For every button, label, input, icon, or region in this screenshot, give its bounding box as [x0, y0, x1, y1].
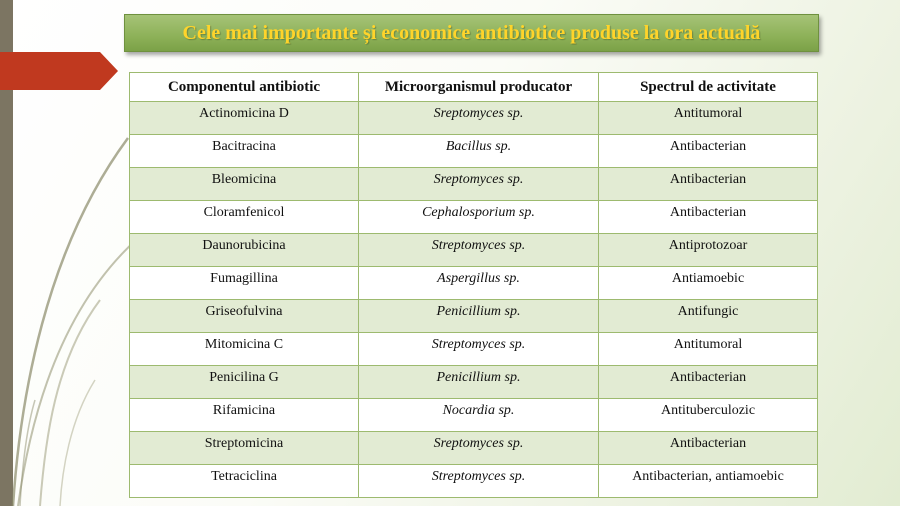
antibiotic-cell: Penicilina G	[129, 365, 359, 399]
activity-cell: Antituberculozic	[598, 398, 818, 432]
column-header-spectrum: Spectrul de activitate	[598, 72, 818, 102]
red-arrow-shape	[0, 52, 118, 90]
table-row: Bleomicina Sreptomyces sp. Antibacterian	[129, 167, 818, 201]
activity-cell: Antibacterian	[598, 167, 818, 201]
producer-cell: Streptomyces sp.	[358, 233, 599, 267]
left-decorative-bar	[0, 0, 13, 506]
producer-cell: Sreptomyces sp.	[358, 101, 599, 135]
producer-cell: Nocardia sp.	[358, 398, 599, 432]
activity-cell: Antibacterian, antiamoebic	[598, 464, 818, 498]
activity-cell: Antiprotozoar	[598, 233, 818, 267]
slide-title: Cele mai importante și economice antibio…	[182, 21, 761, 44]
table-row: Fumagillina Aspergillus sp. Antiamoebic	[129, 266, 818, 300]
activity-cell: Antitumoral	[598, 101, 818, 135]
activity-cell: Antifungic	[598, 299, 818, 333]
table-row: Penicilina G Penicillium sp. Antibacteri…	[129, 365, 818, 399]
table-row: Daunorubicina Streptomyces sp. Antiproto…	[129, 233, 818, 267]
table-row: Actinomicina D Sreptomyces sp. Antitumor…	[129, 101, 818, 135]
table-row: Rifamicina Nocardia sp. Antituberculozic	[129, 398, 818, 432]
antibiotics-table: Componentul antibiotic Microorganismul p…	[129, 72, 818, 498]
slide-title-banner: Cele mai importante și economice antibio…	[124, 14, 819, 52]
antibiotic-cell: Fumagillina	[129, 266, 359, 300]
producer-cell: Bacillus sp.	[358, 134, 599, 168]
table-row: Cloramfenicol Cephalosporium sp. Antibac…	[129, 200, 818, 234]
grass-decoration	[11, 137, 130, 506]
producer-cell: Cephalosporium sp.	[358, 200, 599, 234]
antibiotic-cell: Rifamicina	[129, 398, 359, 432]
table-row: Griseofulvina Penicillium sp. Antifungic	[129, 299, 818, 333]
producer-cell: Penicillium sp.	[358, 299, 599, 333]
antibiotic-cell: Actinomicina D	[129, 101, 359, 135]
table-row: Streptomicina Sreptomyces sp. Antibacter…	[129, 431, 818, 465]
antibiotic-cell: Cloramfenicol	[129, 200, 359, 234]
column-header-microorganism: Microorganismul producator	[358, 72, 599, 102]
activity-cell: Antibacterian	[598, 431, 818, 465]
producer-cell: Sreptomyces sp.	[358, 167, 599, 201]
activity-cell: Antibacterian	[598, 365, 818, 399]
table-row: Bacitracina Bacillus sp. Antibacterian	[129, 134, 818, 168]
activity-cell: Antitumoral	[598, 332, 818, 366]
column-header-component: Componentul antibiotic	[129, 72, 359, 102]
activity-cell: Antibacterian	[598, 134, 818, 168]
antibiotic-cell: Mitomicina C	[129, 332, 359, 366]
producer-cell: Streptomyces sp.	[358, 464, 599, 498]
activity-cell: Antibacterian	[598, 200, 818, 234]
antibiotic-cell: Bacitracina	[129, 134, 359, 168]
producer-cell: Streptomyces sp.	[358, 332, 599, 366]
producer-cell: Penicillium sp.	[358, 365, 599, 399]
antibiotic-cell: Streptomicina	[129, 431, 359, 465]
table-header-row: Componentul antibiotic Microorganismul p…	[129, 72, 818, 102]
producer-cell: Sreptomyces sp.	[358, 431, 599, 465]
activity-cell: Antiamoebic	[598, 266, 818, 300]
table-row: Mitomicina C Streptomyces sp. Antitumora…	[129, 332, 818, 366]
antibiotic-cell: Bleomicina	[129, 167, 359, 201]
antibiotic-cell: Daunorubicina	[129, 233, 359, 267]
antibiotic-cell: Tetraciclina	[129, 464, 359, 498]
table-row: Tetraciclina Streptomyces sp. Antibacter…	[129, 464, 818, 498]
antibiotic-cell: Griseofulvina	[129, 299, 359, 333]
producer-cell: Aspergillus sp.	[358, 266, 599, 300]
